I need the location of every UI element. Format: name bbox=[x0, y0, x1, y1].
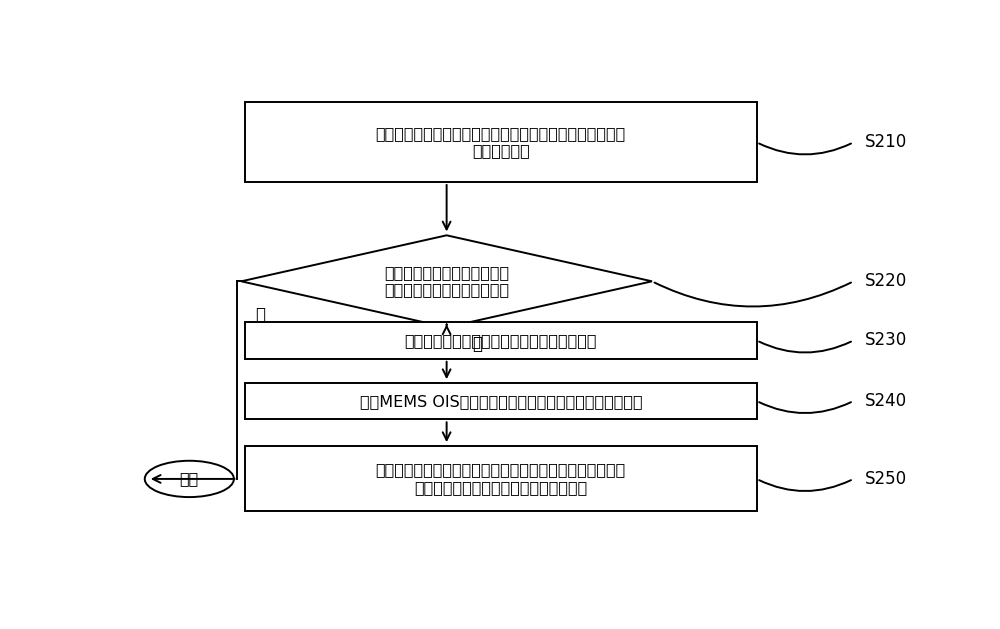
Text: 通过MEMS OIS驱动摄像头模组根据目标旋转角度进行旋转: 通过MEMS OIS驱动摄像头模组根据目标旋转角度进行旋转 bbox=[360, 394, 642, 409]
Text: S230: S230 bbox=[865, 331, 907, 349]
Text: S250: S250 bbox=[865, 470, 907, 488]
FancyBboxPatch shape bbox=[245, 102, 757, 182]
Text: 结束: 结束 bbox=[180, 471, 199, 486]
Text: 根据整体身长和第一尺寸判断
待拍摄人像是否满足预设条件: 根据整体身长和第一尺寸判断 待拍摄人像是否满足预设条件 bbox=[384, 265, 509, 298]
Text: 否: 否 bbox=[256, 306, 266, 324]
Ellipse shape bbox=[145, 461, 234, 497]
Text: S220: S220 bbox=[865, 272, 907, 291]
FancyBboxPatch shape bbox=[245, 383, 757, 420]
Text: 根据待拍摄人像的第一尺寸获取目标旋转角度: 根据待拍摄人像的第一尺寸获取目标旋转角度 bbox=[405, 333, 597, 348]
Text: S210: S210 bbox=[865, 133, 907, 152]
Text: 根据旋转后的摄像头模组对待拍摄人像进行拍摄，以在拍摄
过程中对待拍摄人像的腿部进行拉伸处理: 根据旋转后的摄像头模组对待拍摄人像进行拍摄，以在拍摄 过程中对待拍摄人像的腿部进… bbox=[376, 462, 626, 495]
FancyBboxPatch shape bbox=[245, 446, 757, 511]
FancyBboxPatch shape bbox=[245, 323, 757, 359]
Text: 是: 是 bbox=[473, 335, 483, 353]
Text: S240: S240 bbox=[865, 392, 907, 410]
Text: 预测待拍摄人像的整体身长，并根据整体身长获取待拍摄人
像的第一尺寸: 预测待拍摄人像的整体身长，并根据整体身长获取待拍摄人 像的第一尺寸 bbox=[376, 126, 626, 159]
Polygon shape bbox=[241, 235, 652, 327]
